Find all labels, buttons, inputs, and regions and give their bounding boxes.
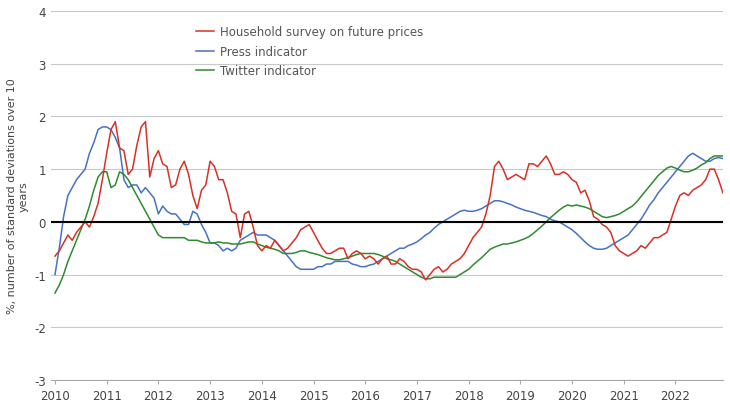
Twitter indicator (593, 212, 602, 217)
Twitter indicator (85, 204, 94, 209)
Household survey on future prices (305, 222, 314, 227)
Line: Press indicator: Press indicator (55, 128, 727, 275)
Twitter indicator (723, 153, 730, 157)
Press indicator (98, 125, 107, 130)
Press indicator (442, 217, 451, 222)
Household survey on future prices (50, 254, 59, 259)
Press indicator (85, 151, 94, 156)
Household survey on future prices (602, 225, 611, 230)
Twitter indicator (50, 291, 59, 296)
Y-axis label: %, number of standard deviations over 10
years: %, number of standard deviations over 10… (7, 79, 28, 314)
Twitter indicator (231, 242, 240, 247)
Household survey on future prices (72, 230, 81, 235)
Twitter indicator (439, 275, 447, 280)
Press indicator (72, 178, 81, 183)
Press indicator (236, 238, 245, 243)
Household survey on future prices (447, 262, 456, 267)
Press indicator (598, 247, 607, 252)
Household survey on future prices (421, 278, 430, 283)
Household survey on future prices (236, 236, 245, 240)
Press indicator (50, 272, 59, 277)
Household survey on future prices (85, 225, 94, 230)
Legend: Household survey on future prices, Press indicator, Twitter indicator: Household survey on future prices, Press… (191, 22, 428, 83)
Twitter indicator (72, 238, 81, 243)
Household survey on future prices (111, 120, 120, 125)
Press indicator (305, 267, 314, 272)
Line: Twitter indicator: Twitter indicator (55, 155, 727, 293)
Household survey on future prices (723, 196, 730, 201)
Line: Household survey on future prices: Household survey on future prices (55, 122, 727, 280)
Press indicator (723, 160, 730, 164)
Twitter indicator (301, 249, 310, 254)
